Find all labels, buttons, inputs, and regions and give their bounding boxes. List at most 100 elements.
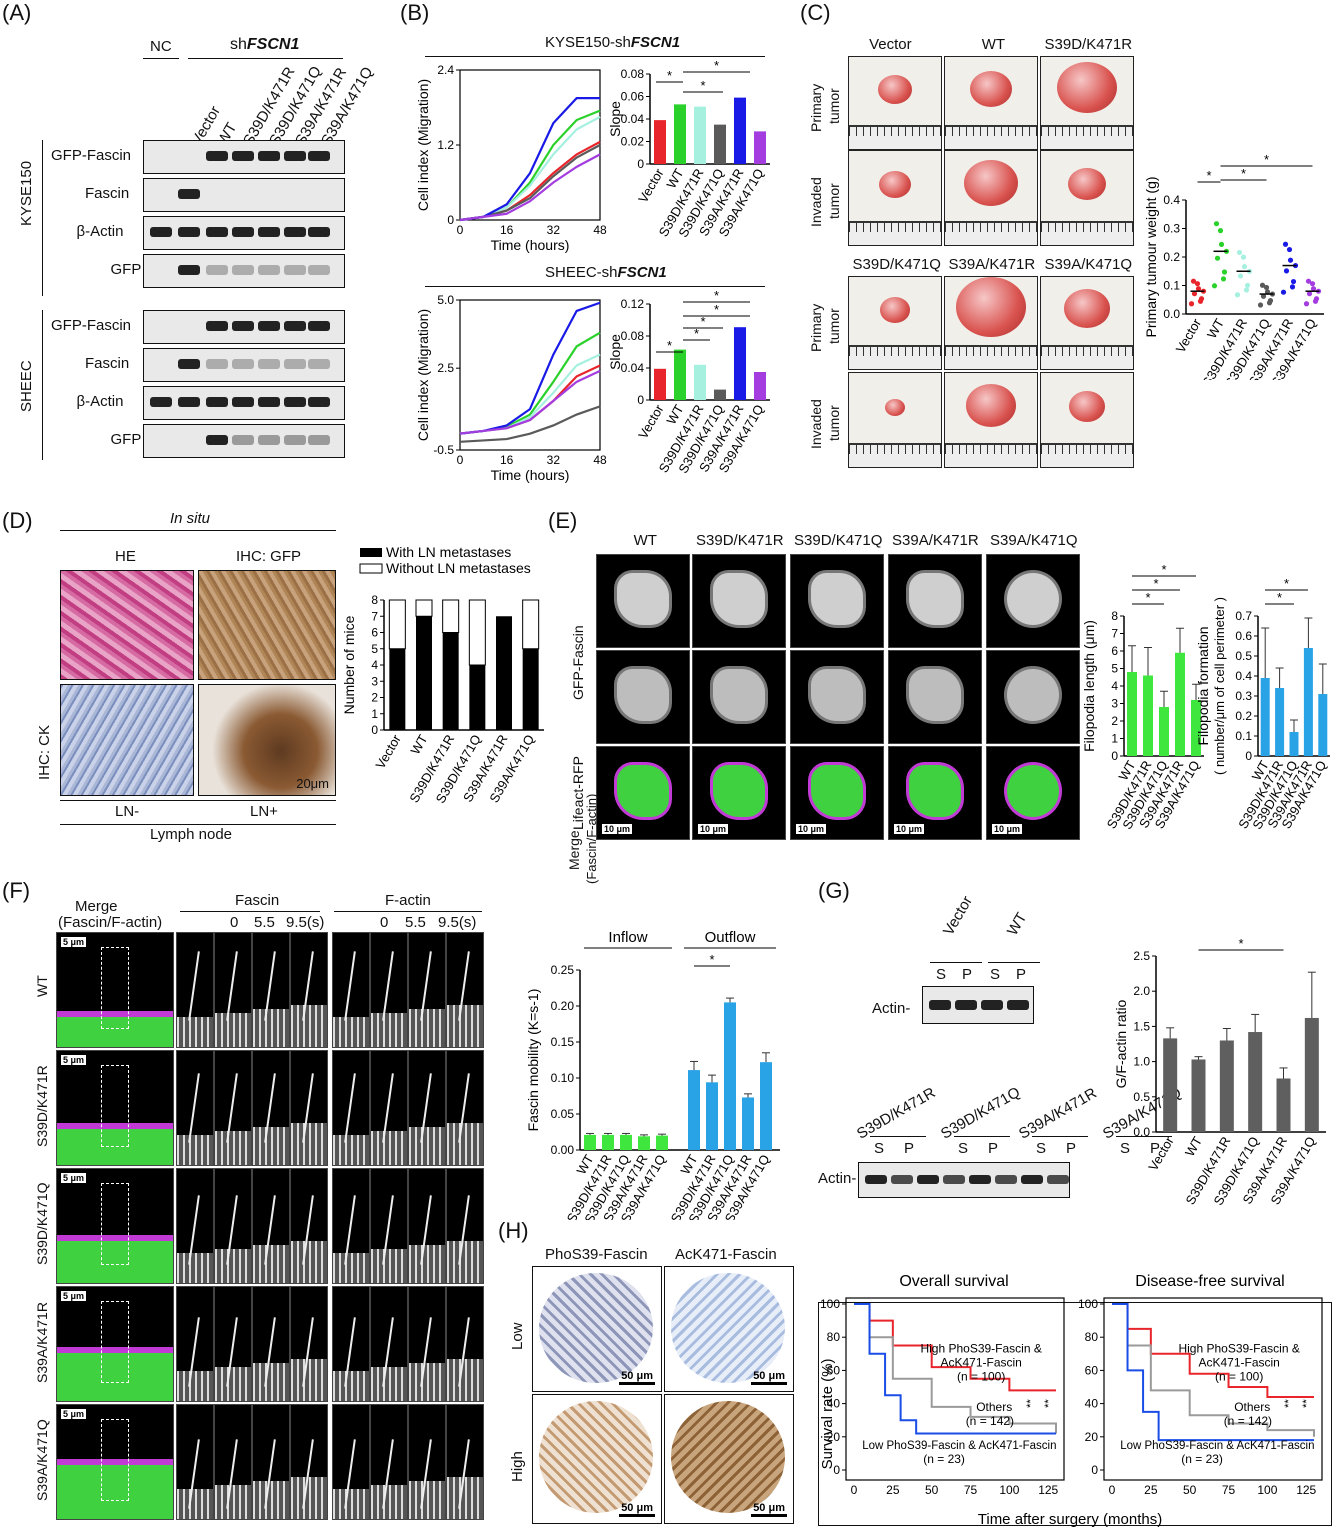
c-dot bbox=[1283, 268, 1290, 274]
g-ratio-bar bbox=[1248, 1032, 1263, 1132]
b-bottom-slope-ytick-label: 0.04 bbox=[621, 361, 645, 375]
ihc-ck-ln-minus-image bbox=[60, 684, 194, 796]
f-filo-base bbox=[447, 1005, 483, 1047]
a-band bbox=[178, 397, 200, 407]
c-dot bbox=[1257, 302, 1264, 308]
a-band bbox=[178, 227, 200, 237]
a-band bbox=[308, 359, 330, 369]
f-kymo-4-6 bbox=[408, 1404, 446, 1520]
f-kymo-0-2 bbox=[252, 932, 290, 1048]
g-top-p-0: P bbox=[962, 966, 973, 983]
f-factin-line bbox=[334, 911, 482, 912]
f-kymo-0-1 bbox=[214, 932, 252, 1048]
c-tumor bbox=[970, 71, 1012, 107]
f-kymo-0-5 bbox=[370, 932, 408, 1048]
f-kymo-2-3 bbox=[290, 1168, 328, 1284]
e-cell bbox=[713, 669, 765, 721]
e-micro-1-4 bbox=[986, 650, 1080, 744]
a-band bbox=[258, 321, 280, 331]
c-dot bbox=[1306, 291, 1313, 297]
h-os-low-label: Low PhoS39-Fascin & AcK471-Fascin bbox=[862, 1440, 1056, 1452]
a-blot-label-4: GFP-Fascin bbox=[51, 317, 132, 334]
c-dot bbox=[1191, 291, 1198, 297]
a-band bbox=[232, 321, 254, 331]
f-ytick-label: 0.25 bbox=[551, 963, 575, 977]
panel-label-c: (C) bbox=[800, 0, 831, 25]
g-band bbox=[969, 1175, 991, 1184]
in-situ-line bbox=[60, 530, 336, 531]
e-length-ytick-label: 7 bbox=[1111, 627, 1118, 641]
f-kymo-2-0 bbox=[176, 1168, 214, 1284]
g-bot-line-1 bbox=[954, 1136, 1010, 1137]
e-formation-ytick-label: 0.5 bbox=[1235, 649, 1252, 663]
f-filo-base bbox=[291, 1477, 327, 1519]
a-band bbox=[178, 265, 200, 275]
f-filo-base bbox=[371, 1367, 407, 1401]
h-km-charts: Overall survival Disease-free survival Sur… bbox=[819, 1273, 1323, 1528]
f-time-2: 9.5(s) bbox=[286, 914, 325, 931]
h-dfs-frame bbox=[1103, 1297, 1323, 1481]
h-os-ytick-label: 20 bbox=[827, 1430, 841, 1444]
nc-label: NC bbox=[150, 38, 172, 55]
g-top-s-0: S bbox=[936, 966, 947, 983]
g-top-line-1 bbox=[988, 962, 1040, 963]
g-ratio-ylabel: G/F-actin ratio bbox=[1113, 999, 1129, 1088]
g-band bbox=[981, 1000, 1003, 1010]
a-band bbox=[232, 435, 254, 445]
a-blot-label-6: β-Actin bbox=[76, 393, 124, 410]
c-ruler bbox=[945, 221, 1037, 245]
f-merge-0: 5 μm bbox=[56, 932, 174, 1048]
b-bottom-slope-bar bbox=[694, 364, 706, 400]
e-len-sig-1-star: * bbox=[1145, 590, 1150, 605]
a-band bbox=[206, 359, 228, 369]
f-kymo-1-6 bbox=[408, 1050, 446, 1166]
f-filo-base bbox=[409, 1009, 445, 1047]
f-merge-sub: (Fascin/F-actin) bbox=[58, 914, 163, 931]
sh-fscn1-label: shFSCN1 bbox=[230, 36, 300, 53]
h-scale-2: 50 μm bbox=[751, 1370, 787, 1385]
c-dot bbox=[1310, 286, 1317, 292]
h-dfs-title: Disease-free survival bbox=[1135, 1273, 1284, 1290]
a-blot-6 bbox=[143, 386, 345, 420]
d-legend-without: Without LN metastases bbox=[386, 560, 531, 576]
a-band bbox=[284, 227, 306, 237]
c-dot bbox=[1287, 257, 1294, 263]
b-top-slope-xtick-label: Vector bbox=[635, 165, 667, 205]
b-top-slope-bar bbox=[694, 106, 706, 164]
c-dot bbox=[1263, 284, 1270, 291]
a-blot-1 bbox=[143, 178, 345, 212]
sheec-label: SHEEC bbox=[18, 360, 35, 412]
c-dot bbox=[1241, 263, 1248, 270]
lymph-node-label: Lymph node bbox=[150, 826, 233, 843]
panel-label-h: (H) bbox=[498, 1218, 529, 1243]
h-os-sig-1: ** bbox=[1025, 1399, 1037, 1408]
b-top-line-xlabel: Time (hours) bbox=[491, 237, 570, 253]
f-filo-base bbox=[409, 1481, 445, 1519]
e-form-sig-1-star: * bbox=[1277, 590, 1282, 605]
f-kymo-4-0 bbox=[176, 1404, 214, 1520]
f-time-1: 5.5 bbox=[254, 914, 275, 931]
e-col-label-3: S39A/K471R bbox=[892, 532, 979, 549]
e-length-ytick-label: 8 bbox=[1111, 609, 1118, 623]
a-band bbox=[206, 397, 228, 407]
d-bar-without bbox=[468, 599, 486, 666]
f-filo-base bbox=[177, 1253, 213, 1283]
e-length-ytick-label: 1 bbox=[1111, 732, 1118, 746]
c-ruler bbox=[1041, 443, 1133, 467]
f-filo bbox=[344, 951, 356, 1021]
f-merge-cell bbox=[57, 1241, 173, 1283]
c-row-label-a-1: Invaded bbox=[808, 177, 824, 227]
panel-label-g: (G) bbox=[818, 878, 850, 903]
h-os-ytick-label: 80 bbox=[827, 1330, 841, 1344]
d-bar-without bbox=[522, 599, 540, 650]
d-ytick-label: 3 bbox=[371, 674, 378, 688]
f-kymo-0-7 bbox=[446, 932, 484, 1048]
e-formation-ytick-label: 0.1 bbox=[1235, 729, 1252, 743]
c-dot bbox=[1240, 254, 1247, 260]
h-os-high-n: (n = 100) bbox=[957, 1370, 1005, 1384]
f-filo-base bbox=[177, 1017, 213, 1047]
a-band bbox=[178, 359, 200, 369]
c-dot bbox=[1264, 289, 1271, 295]
b-bot-sig-1-star: * bbox=[667, 338, 672, 353]
c-photo-1-0 bbox=[848, 150, 942, 246]
